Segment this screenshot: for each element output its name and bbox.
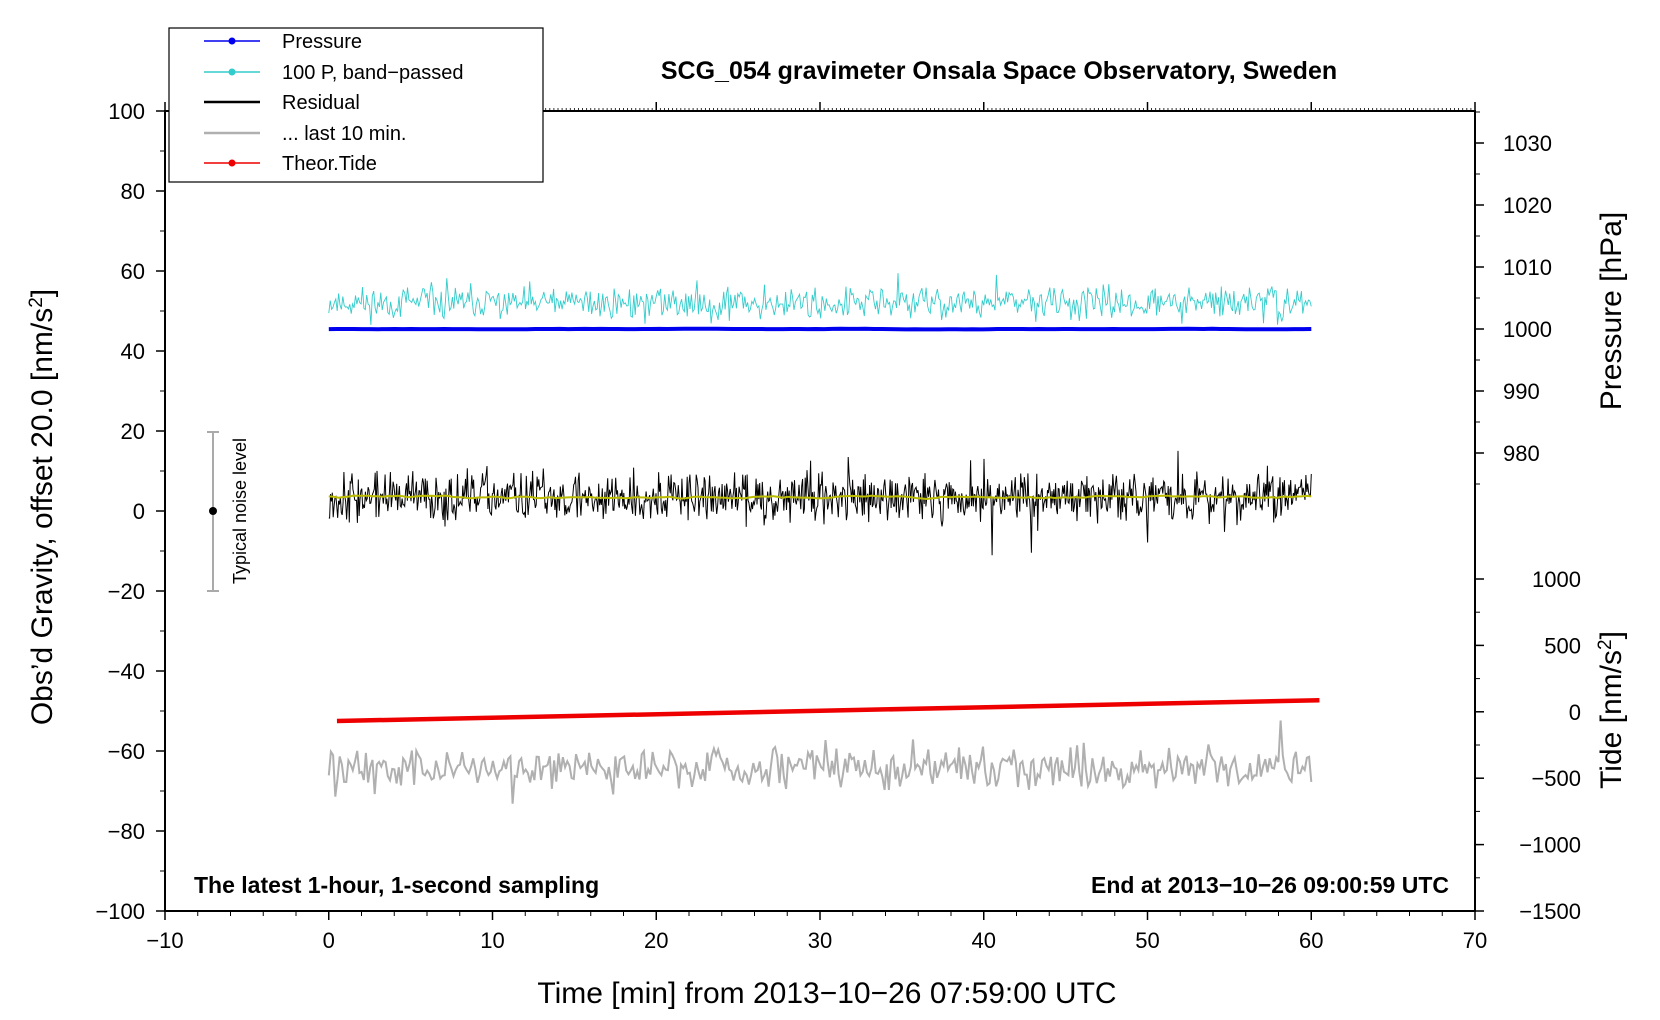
noise-bar-dot [209,507,217,515]
sampling-annotation: The latest 1-hour, 1-second sampling [194,872,599,898]
legend-entry-pressure: Pressure [204,31,362,53]
legend-entry-last-10-min: ... last 10 min. [204,123,407,145]
legend-label: ... last 10 min. [282,123,407,145]
pressure-tick-label: 1030 [1503,131,1552,156]
x-tick-label: 50 [1135,928,1159,953]
pressure-tick-label: 1000 [1503,317,1552,342]
x-tick-label: 70 [1463,928,1487,953]
legend-marker [228,37,236,45]
tide-tick-label: 0 [1569,700,1581,725]
y-tick-label: −100 [95,899,145,924]
legend-marker [228,68,236,76]
series-theor-tide [336,697,1320,724]
y-tick-label: 60 [121,259,145,284]
chart-title: SCG_054 gravimeter Onsala Space Observat… [661,57,1337,85]
x-tick-label: 10 [480,928,504,953]
y-tick-label: −20 [108,579,145,604]
x-tick-label: 30 [808,928,832,953]
y-tick-label: 40 [121,339,145,364]
legend-marker [228,159,236,167]
legend-box [168,27,544,183]
series-last-10-min [327,720,1313,804]
x-tick-label: 60 [1299,928,1323,953]
end-time-annotation: End at 2013−10−26 09:00:59 UTC [1091,872,1449,898]
y-axis-title-pressure: Pressure [hPa] [1595,212,1628,410]
y-tick-label: 80 [121,179,145,204]
y-tick-label: −80 [108,819,145,844]
legend-label: Theor.Tide [282,153,377,175]
legend-label: Pressure [282,31,362,53]
legend: Pressure 100 P, band−passed Residual ...… [168,27,544,183]
series-pressure [328,326,1312,332]
x-tick-label: 20 [644,928,668,953]
legend-entry-theor-tide: Theor.Tide [204,153,377,175]
y-tick-label: 0 [133,499,145,524]
tide-tick-label: −1500 [1519,899,1581,924]
tide-tick-label: −1000 [1519,833,1581,858]
tide-tick-label: −500 [1531,766,1581,791]
legend-entry-band-passed: 100 P, band−passed [204,62,463,84]
legend-label: 100 P, band−passed [282,62,463,84]
pressure-tick-label: 1020 [1503,193,1552,218]
series-residual [328,450,1312,556]
x-tick-label: −10 [146,928,183,953]
tide-tick-label: 500 [1544,633,1581,658]
legend-label: Residual [282,92,360,114]
tide-tick-label: 1000 [1532,567,1581,592]
series-layer [327,273,1320,804]
series-residual-smoothed [328,494,1312,501]
y-tick-label: 20 [121,419,145,444]
y-tick-label: −40 [108,659,145,684]
series-band-passed-pressure [328,273,1312,325]
pressure-tick-label: 980 [1503,441,1540,466]
y-tick-label: −60 [108,739,145,764]
y-tick-label: 100 [108,99,145,124]
noise-level-label: Typical noise level [230,438,250,584]
legend-entry-residual: Residual [204,92,360,114]
axes-layer: −10 0 10 20 30 40 50 60 70−100−80−60−40−20020406… [95,99,1581,953]
y-axis-title-left: Obs’d Gravity, offset 20.0 [nm/s2] [26,289,60,725]
x-axis-title: Time [min] from 2013−10−26 07:59:00 UTC [537,977,1116,1010]
x-tick-label: 0 [323,928,335,953]
y-axis-title-tide: Tide [nm/s2] [1595,631,1629,789]
pressure-tick-label: 990 [1503,379,1540,404]
plot-frame [164,110,1476,912]
x-tick-label: 40 [972,928,996,953]
noise-level-indicator: Typical noise level [207,431,250,592]
pressure-tick-label: 1010 [1503,255,1552,280]
